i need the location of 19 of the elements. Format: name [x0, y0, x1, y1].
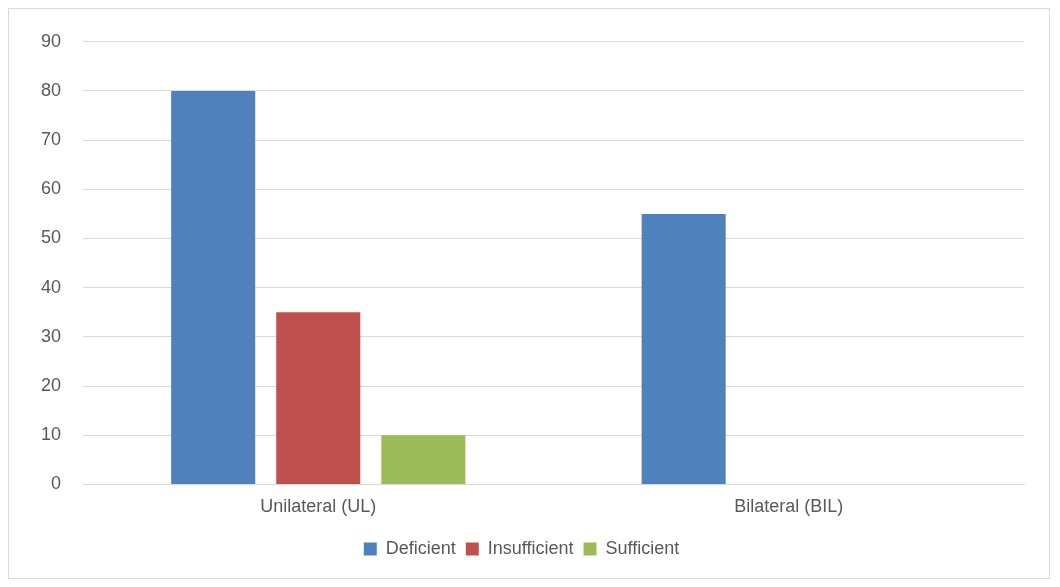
legend-label: Insufficient — [487, 537, 574, 558]
y-tick-label: 80 — [40, 79, 62, 100]
bar — [171, 90, 256, 484]
y-tick-label: 20 — [40, 375, 62, 396]
y-tick-label: 10 — [40, 424, 62, 445]
y-tick-label: 0 — [51, 473, 62, 494]
x-tick-label: Unilateral (UL) — [260, 496, 377, 517]
y-tick-label: 70 — [40, 129, 62, 150]
bar — [276, 312, 361, 484]
y-tick-label: 90 — [40, 30, 62, 51]
y-tick-label: 30 — [40, 325, 62, 346]
legend-label: Sufficient — [605, 537, 680, 558]
legend-label: Deficient — [385, 537, 456, 558]
y-tick-label: 60 — [40, 178, 62, 199]
x-tick-label: Bilateral (BIL) — [734, 496, 844, 517]
y-tick-label: 40 — [40, 276, 62, 297]
bar — [381, 435, 466, 484]
y-tick-label: 50 — [40, 227, 62, 248]
bar — [641, 213, 726, 484]
